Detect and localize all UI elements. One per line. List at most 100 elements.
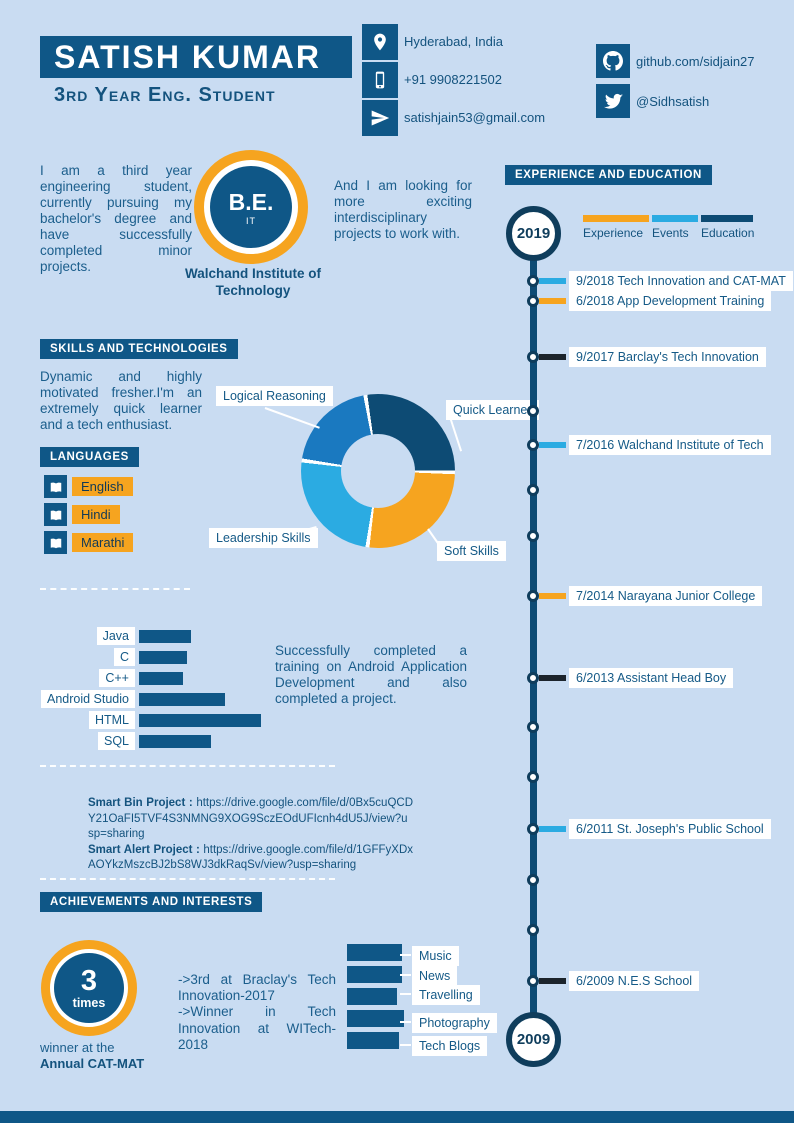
badge-caption-1: winner at the — [40, 1040, 115, 1055]
timeline-year-top: 2019 — [506, 206, 561, 261]
donut-label-quick-learner: Quick Learner — [446, 400, 539, 420]
skills-text: Dynamic and highly motivated fresher.I'm… — [40, 369, 202, 432]
interest-label: Tech Blogs — [412, 1036, 488, 1056]
degree-name: B.E. — [228, 188, 274, 215]
donut-connector-line — [264, 407, 320, 429]
timeline-event-title: Assistant Head Boy — [617, 671, 727, 685]
timeline-event: 6/2009 N.E.S School — [527, 971, 700, 991]
timeline-tick — [539, 593, 566, 599]
timeline-tick — [539, 675, 566, 681]
tech-bar-row: Android Studio — [40, 689, 225, 709]
projects-block: Smart Bin Project : https://drive.google… — [88, 796, 413, 874]
timeline-event: 6/2013 Assistant Head Boy — [527, 668, 734, 688]
name-banner: SATISH KUMAR — [40, 36, 352, 78]
timeline-event-title: St. Joseph's Public School — [616, 822, 764, 836]
institute-name: Walchand Institute of Technology — [185, 266, 321, 298]
interest-label: Photography — [412, 1013, 497, 1033]
timeline-tick — [539, 442, 566, 448]
legend-label: Education — [701, 226, 755, 240]
timeline-dot — [527, 530, 539, 542]
twitter-icon — [596, 84, 630, 118]
timeline-event: 7/2014 Narayana Junior College — [527, 586, 763, 606]
legend-swatch — [701, 215, 753, 222]
timeline-event-title: Barclay's Tech Innovation — [617, 350, 759, 364]
book-icon — [44, 475, 67, 498]
timeline-event-title: Tech Innovation and CAT-MAT — [617, 274, 786, 288]
tech-bar — [139, 713, 261, 727]
timeline-dot — [527, 405, 539, 417]
send-icon — [362, 100, 398, 136]
separator — [40, 588, 190, 590]
language-row: English — [44, 475, 133, 498]
badge-unit: times — [72, 995, 106, 1010]
timeline-dot — [527, 975, 539, 987]
timeline-event: 7/2016 Walchand Institute of Tech — [527, 435, 771, 455]
tech-label: SQL — [97, 732, 135, 750]
tech-bar — [139, 671, 183, 685]
tech-label: C — [113, 648, 135, 666]
about-intro: I am a third year engineering student, c… — [40, 163, 192, 274]
training-note: Successfully completed a training on And… — [275, 643, 467, 706]
degree-badge: B.E. IT — [194, 150, 308, 264]
github-icon — [596, 44, 630, 78]
contact-phone: +91 9908221502 — [404, 72, 502, 87]
timeline-event-title: N.E.S School — [617, 974, 693, 988]
project-name: Smart Bin Project — [88, 797, 186, 809]
project-link[interactable]: https://drive.google.com/file/d/1GFFyXDx… — [88, 843, 413, 872]
social-twitter[interactable]: @Sidhsatish — [636, 94, 710, 109]
timeline-event-date: 6/2018 — [576, 294, 615, 308]
timeline-event: 6/2011 St. Joseph's Public School — [527, 819, 771, 839]
timeline-event-title: Walchand Institute of Tech — [617, 438, 764, 452]
project-separator: : — [185, 797, 197, 809]
achievements-list: ->3rd at Braclay's Tech Innovation-2017 … — [178, 972, 336, 1053]
timeline-dot — [527, 721, 539, 733]
tech-bar-row: SQL — [40, 731, 211, 751]
timeline-event-date: 7/2014 — [576, 589, 615, 603]
timeline-event-label: 9/2018 Tech Innovation and CAT-MAT — [569, 271, 793, 291]
project-separator: : — [192, 843, 204, 856]
project-entry: Smart Alert Project : https://drive.goog… — [88, 843, 413, 874]
timeline-event-label: 9/2017 Barclay's Tech Innovation — [569, 347, 766, 367]
social-github[interactable]: github.com/sidjain27 — [636, 54, 755, 69]
book-icon — [44, 531, 67, 554]
project-link[interactable]: https://drive.google.com/file/d/0Bx5cuQC… — [88, 797, 413, 841]
about-outlook: And I am looking for more exciting inter… — [334, 178, 472, 241]
timeline-event-date: 6/2011 — [576, 822, 614, 836]
contact-email: satishjain53@gmail.com — [404, 110, 546, 125]
legend-item-education: Education — [701, 215, 754, 240]
donut-label-leadership-skills: Leadership Skills — [209, 528, 318, 548]
separator — [40, 878, 335, 880]
timeline-tick — [539, 978, 566, 984]
timeline-tick — [539, 278, 566, 284]
timeline-event-date: 6/2009 — [576, 974, 615, 988]
achievements-section-header: ACHIEVEMENTS AND INTERESTS — [40, 892, 263, 912]
language-label: English — [72, 477, 133, 496]
achievement-item: ->Winner in Tech Innovation at WITech-20… — [178, 1004, 336, 1052]
tech-label: C++ — [99, 669, 135, 687]
experience-section-header: EXPERIENCE AND EDUCATION — [505, 165, 712, 185]
interest-bar — [347, 1032, 399, 1049]
tech-bar — [139, 650, 187, 664]
language-label: Hindi — [72, 505, 120, 524]
timeline-dot — [527, 771, 539, 783]
language-row: Marathi — [44, 531, 134, 554]
badge-value: 3 — [80, 964, 98, 997]
donut-label-logical-reasoning: Logical Reasoning — [216, 386, 333, 406]
timeline-event-title: App Development Training — [617, 294, 765, 308]
book-icon — [44, 503, 67, 526]
languages-section-header: LANGUAGES — [40, 447, 139, 467]
timeline-event-date: 7/2016 — [576, 438, 615, 452]
interest-label: Music — [412, 946, 459, 966]
timeline-tick — [539, 826, 566, 832]
timeline-event-label: 7/2016 Walchand Institute of Tech — [569, 435, 771, 455]
interest-bar — [347, 988, 397, 1005]
legend-swatch — [583, 215, 649, 222]
phone-icon — [362, 62, 398, 98]
timeline-event: 9/2017 Barclay's Tech Innovation — [527, 347, 766, 367]
tech-label: Android Studio — [40, 690, 135, 708]
legend-label: Events — [652, 226, 689, 240]
soft-skills-donut-chart — [301, 394, 455, 548]
timeline-dot — [527, 439, 539, 451]
timeline-dot — [527, 484, 539, 496]
